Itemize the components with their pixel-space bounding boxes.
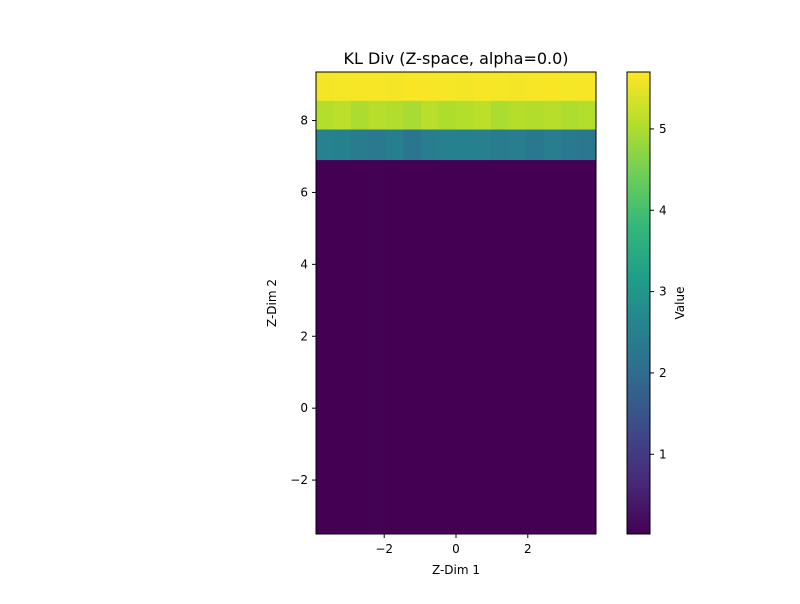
heatmap-cell — [386, 129, 404, 161]
heatmap-cell — [491, 72, 509, 102]
heatmap-cells — [316, 72, 597, 535]
x-axis-label: Z-Dim 1 — [432, 563, 480, 577]
heatmap-cell — [561, 160, 579, 535]
heatmap-cell — [368, 72, 387, 102]
heatmap-cell — [403, 72, 422, 102]
heatmap-cell — [561, 72, 579, 102]
heatmap-cell — [543, 129, 562, 161]
heatmap-cell — [526, 72, 544, 102]
heatmap-cell — [456, 129, 474, 161]
colorbar-ticks: 1 2 3 4 5 — [650, 122, 667, 461]
heatmap-cell — [473, 72, 492, 102]
colorbar-tick-label: 2 — [659, 366, 667, 380]
heatmap-cell — [316, 100, 334, 131]
heatmap-cell — [508, 72, 527, 102]
x-tick-label: 2 — [524, 542, 532, 556]
heatmap-cell — [351, 160, 369, 535]
heatmap-cell — [473, 160, 492, 535]
heatmap-cell — [333, 100, 352, 131]
heatmap-cell — [508, 100, 527, 131]
heatmap-cell — [491, 160, 509, 535]
heatmap-cell — [578, 160, 597, 535]
y-tick-label: 2 — [300, 329, 308, 343]
heatmap-cell — [578, 129, 597, 161]
heatmap-cell — [403, 100, 422, 131]
heatmap-cell — [316, 160, 334, 535]
heatmap-cell — [421, 100, 439, 131]
heatmap-cell — [543, 100, 562, 131]
chart-title: KL Div (Z-space, alpha=0.0) — [343, 49, 568, 68]
heatmap-cell — [333, 72, 352, 102]
heatmap-cell — [316, 129, 334, 161]
heatmap-cell — [473, 129, 492, 161]
heatmap-cell — [526, 160, 544, 535]
heatmap-cell — [386, 72, 404, 102]
heatmap-cell — [386, 160, 404, 535]
y-axis-ticks: −2 0 2 4 6 8 — [290, 114, 316, 487]
colorbar-tick-label: 4 — [659, 203, 667, 217]
heatmap-cell — [508, 129, 527, 161]
heatmap-cell — [526, 100, 544, 131]
heatmap-cell — [368, 160, 387, 535]
heatmap-cell — [403, 160, 422, 535]
colorbar-tick-label: 5 — [659, 122, 667, 136]
y-tick-label: 8 — [300, 114, 308, 128]
colorbar-label: Value — [673, 287, 687, 320]
heatmap-cell — [543, 160, 562, 535]
heatmap-cell — [421, 129, 439, 161]
y-tick-label: 0 — [300, 401, 308, 415]
heatmap-cell — [438, 100, 457, 131]
x-axis-ticks: −2 0 2 — [375, 534, 532, 556]
heatmap-cell — [491, 129, 509, 161]
heatmap-cell — [421, 160, 439, 535]
heatmap-cell — [561, 129, 579, 161]
colorbar — [626, 71, 651, 535]
heatmap-cell — [438, 72, 457, 102]
heatmap-cell — [421, 72, 439, 102]
heatmap-cell — [491, 100, 509, 131]
heatmap-cell — [333, 160, 352, 535]
y-axis-label: Z-Dim 2 — [265, 279, 279, 327]
heatmap-cell — [543, 72, 562, 102]
y-tick-label: 4 — [300, 257, 308, 271]
heatmap-cell — [316, 72, 334, 102]
heatmap-cell — [368, 100, 387, 131]
heatmap-cell — [561, 100, 579, 131]
heatmap-cell — [351, 72, 369, 102]
heatmap-cell — [333, 129, 352, 161]
heatmap-cell — [456, 160, 474, 535]
x-tick-label: 0 — [452, 542, 460, 556]
heatmap-cell — [473, 100, 492, 131]
heatmap-cell — [351, 129, 369, 161]
heatmap-cell — [386, 100, 404, 131]
y-tick-label: 6 — [300, 185, 308, 199]
heatmap-cell — [456, 72, 474, 102]
heatmap-cell — [438, 129, 457, 161]
heatmap-cell — [578, 72, 597, 102]
heatmap-cell — [526, 129, 544, 161]
heatmap-cell — [403, 129, 422, 161]
heatmap-cell — [456, 100, 474, 131]
heatmap-cell — [438, 160, 457, 535]
colorbar-tick-label: 1 — [659, 447, 667, 461]
colorbar-tick-label: 3 — [659, 285, 667, 299]
heatmap-cell — [351, 100, 369, 131]
y-tick-label: −2 — [290, 473, 308, 487]
x-tick-label: −2 — [375, 542, 393, 556]
heatmap-cell — [508, 160, 527, 535]
heatmap-cell — [578, 100, 597, 131]
heatmap-cell — [368, 129, 387, 161]
